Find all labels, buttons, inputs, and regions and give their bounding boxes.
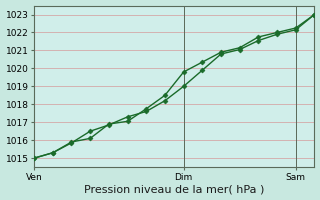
- X-axis label: Pression niveau de la mer( hPa ): Pression niveau de la mer( hPa ): [84, 184, 264, 194]
